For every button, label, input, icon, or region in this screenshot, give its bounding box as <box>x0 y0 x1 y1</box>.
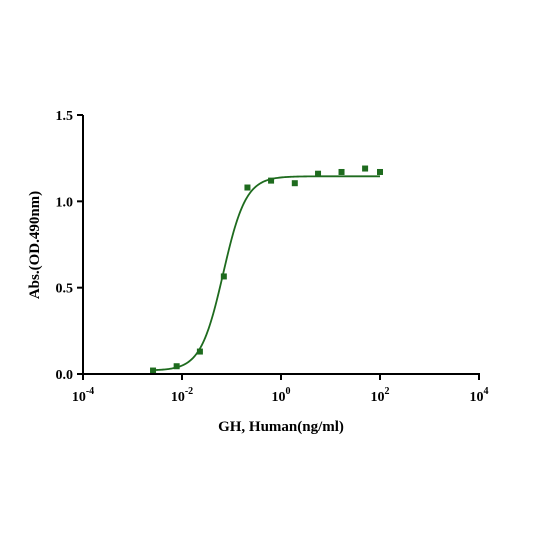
x-tick-exponent: -4 <box>86 386 94 397</box>
x-tick-base: 10 <box>272 390 286 405</box>
x-tick-label: 104 <box>470 386 489 405</box>
x-tick-label: 100 <box>272 386 291 405</box>
data-point <box>315 170 322 177</box>
y-tick-label: 0.5 <box>56 282 74 297</box>
fit-curve <box>153 175 380 372</box>
x-tick-label: 10-2 <box>171 386 193 405</box>
x-tick-base: 10 <box>470 390 484 405</box>
x-tick-exponent: 0 <box>286 386 291 397</box>
x-tick-exponent: 4 <box>484 386 489 397</box>
data-point <box>268 177 275 184</box>
data-point <box>291 180 298 187</box>
x-tick-exponent: -2 <box>185 386 193 397</box>
data-point <box>362 165 369 172</box>
x-tick-label: 10-4 <box>72 386 94 405</box>
y-ticks: 0.0 0.5 1.0 1.5 <box>56 109 83 383</box>
x-ticks: 10-4 10-2 100 102 104 <box>72 374 489 405</box>
y-tick-label: 1.0 <box>56 195 74 210</box>
data-point <box>338 168 345 175</box>
x-tick-base: 10 <box>72 390 86 405</box>
data-point <box>220 273 227 280</box>
data-point <box>377 168 383 175</box>
data-point <box>173 363 180 370</box>
data-point <box>150 367 157 374</box>
x-axis-title: GH, Human(ng/ml) <box>218 419 344 435</box>
x-tick-base: 10 <box>171 390 185 405</box>
data-points <box>150 165 383 374</box>
x-tick-exponent: 2 <box>385 386 390 397</box>
y-tick-label: 1.5 <box>56 109 74 124</box>
y-axis-title: Abs.(OD.490nm) <box>27 191 43 299</box>
y-axis: 0.0 0.5 1.0 1.5 <box>56 109 84 383</box>
x-axis: 10-4 10-2 100 102 104 <box>72 373 489 405</box>
data-point <box>244 184 251 191</box>
plot-area <box>150 165 383 374</box>
x-tick-label: 102 <box>371 386 390 405</box>
y-tick-label: 0.0 <box>56 368 74 383</box>
data-point <box>196 348 203 355</box>
x-tick-base: 10 <box>371 390 385 405</box>
